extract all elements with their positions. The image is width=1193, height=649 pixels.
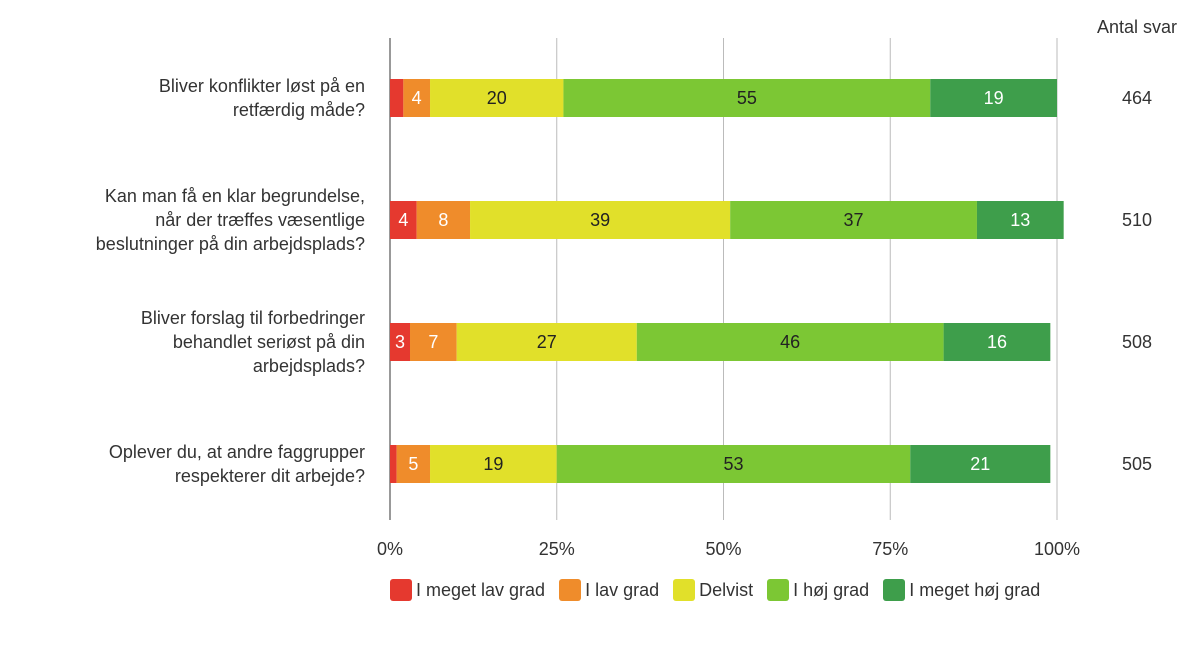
bar-segment (410, 323, 457, 361)
total-label: 508 (1122, 332, 1152, 352)
x-tick-label: 100% (1034, 539, 1080, 559)
data-label: 37 (844, 210, 864, 230)
data-label: 3 (395, 332, 405, 352)
bar-segment (456, 323, 637, 361)
legend-item: I meget lav grad (390, 578, 545, 602)
legend-item: I meget høj grad (883, 578, 1040, 602)
category-label: Bliver forslag til forbedringer behandle… (140, 308, 365, 376)
legend-label: I meget høj grad (909, 579, 1041, 600)
data-label: 19 (483, 454, 503, 474)
total-label: 510 (1122, 210, 1152, 230)
legend-item: I lav grad (559, 578, 659, 602)
bar-segment (976, 201, 1064, 239)
category-label: Oplever du, at andre faggrupper respekte… (108, 442, 365, 486)
bar-segment (403, 79, 431, 117)
bar-segment (430, 79, 564, 117)
bar-segment (910, 445, 1051, 483)
x-tick-label: 50% (705, 539, 741, 559)
x-tick-label: 75% (872, 539, 908, 559)
legend: I meget lav grad I lav grad Delvist I høj g… (390, 578, 1057, 602)
legend-label: I lav grad (585, 579, 660, 600)
bar-segment (390, 79, 404, 117)
data-label: 19 (984, 88, 1004, 108)
bar-segment (943, 323, 1051, 361)
legend-swatch (559, 579, 582, 601)
data-label: 8 (438, 210, 448, 230)
x-tick-label: 0% (377, 539, 403, 559)
bar-segment (730, 201, 977, 239)
data-label: 16 (987, 332, 1007, 352)
bar-segment (416, 201, 471, 239)
legend-swatch (883, 579, 906, 601)
data-label: 55 (737, 88, 757, 108)
bar-segment (430, 445, 557, 483)
data-label: 20 (487, 88, 507, 108)
data-label: 5 (408, 454, 418, 474)
total-label: 505 (1122, 454, 1152, 474)
bar-segment (390, 445, 397, 483)
bar-segment (390, 201, 417, 239)
legend-label: I høj grad (793, 579, 870, 600)
legend-item: Delvist (673, 578, 753, 602)
data-label: 21 (970, 454, 990, 474)
legend-item: I høj grad (767, 578, 869, 602)
data-label: 4 (398, 210, 408, 230)
data-label: 7 (428, 332, 438, 352)
data-label: 27 (537, 332, 557, 352)
data-label: 46 (780, 332, 800, 352)
legend-swatch (390, 579, 412, 601)
bar-segment (563, 79, 931, 117)
bar-segment (930, 79, 1057, 117)
bar-segment (636, 323, 944, 361)
bar-segment (556, 445, 911, 483)
total-label: 464 (1122, 88, 1152, 108)
bar-segment (390, 323, 411, 361)
totals-header: Antal svar (1097, 17, 1177, 37)
x-tick-label: 25% (539, 539, 575, 559)
legend-label: Delvist (699, 579, 754, 600)
data-label: 39 (590, 210, 610, 230)
data-label: 4 (412, 88, 422, 108)
legend-swatch (673, 579, 696, 601)
legend-label: I meget lav grad (416, 579, 546, 600)
data-label: 53 (723, 454, 743, 474)
category-label: Bliver konflikter løst på en retfærdig m… (158, 76, 365, 120)
category-label: Kan man få en klar begrundelse, når der … (95, 186, 365, 254)
bar-segment (396, 445, 431, 483)
bar-segment (470, 201, 731, 239)
data-label: 13 (1010, 210, 1030, 230)
legend-swatch (767, 579, 790, 601)
